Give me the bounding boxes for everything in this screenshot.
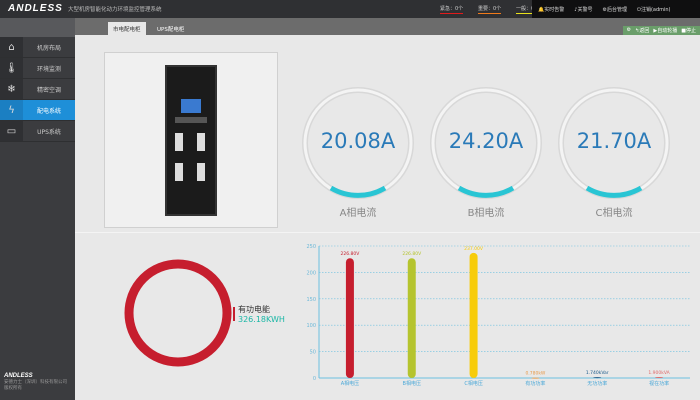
sidebar-item-ups[interactable]: ▭ UPS系统 bbox=[0, 121, 75, 142]
logout-link[interactable]: ⏻注销(admin) bbox=[636, 6, 671, 13]
tab-bar: 市电配电柜 UPS配电柜 ⚙ ↰返回 ▶自动轮播 ■停止 bbox=[75, 18, 700, 35]
energy-label: 有功电能 bbox=[238, 305, 270, 314]
stop-button[interactable]: ■停止 bbox=[681, 28, 696, 34]
data-label: 226.80V bbox=[341, 251, 361, 257]
sidebar: ⌂ 机房布局 🌡 环境监测 ❄ 精密空调 ϟ 配电系统 ▭ UPS系统 ANDLESS 安德… bbox=[0, 18, 75, 400]
gauge-c-label: C相电流 bbox=[595, 208, 633, 219]
x-tick-label: 视在功率 bbox=[649, 380, 669, 387]
sidebar-item-power[interactable]: ϟ 配电系统 bbox=[0, 100, 75, 121]
gauge-b-label: B相电流 bbox=[467, 208, 505, 219]
mute-alarm-link[interactable]: ♪关警号 bbox=[574, 6, 593, 13]
gauge-c bbox=[558, 87, 670, 199]
energy-marker bbox=[233, 307, 235, 321]
sidebar-item-aircon[interactable]: ❄ 精密空调 bbox=[0, 79, 75, 100]
back-button[interactable]: ↰返回 bbox=[635, 28, 650, 34]
bar bbox=[345, 258, 354, 378]
settings-icon[interactable]: ⚙ bbox=[626, 27, 632, 33]
bar bbox=[407, 258, 416, 378]
x-tick-label: B相电压 bbox=[403, 380, 421, 387]
bar bbox=[593, 377, 602, 379]
bar bbox=[531, 377, 540, 379]
y-tick-label: 50 bbox=[310, 350, 316, 356]
data-label: 226.80V bbox=[402, 251, 422, 257]
footer: ANDLESS 安德力士（深圳）科技有限公司 版权所有 bbox=[4, 373, 67, 391]
y-tick-label: 150 bbox=[306, 297, 316, 303]
admin-link[interactable]: ⚙后台管理 bbox=[602, 6, 627, 13]
lightning-icon: ϟ bbox=[0, 100, 23, 120]
y-tick-label: 250 bbox=[306, 244, 316, 250]
sidebar-item-environment[interactable]: 🌡 环境监测 bbox=[0, 58, 75, 79]
data-label: 237.00V bbox=[464, 246, 484, 252]
energy-value: 326.18KWH bbox=[238, 315, 285, 324]
gauge-c-value: 21.70A bbox=[576, 129, 652, 153]
realtime-alarm-link[interactable]: 🔔实时告警 bbox=[538, 6, 565, 13]
cabinet-image bbox=[104, 52, 278, 228]
gauge-a-label: A相电流 bbox=[339, 208, 377, 219]
alarm-critical[interactable]: 紧急：0个 bbox=[440, 6, 464, 14]
x-tick-label: C相电压 bbox=[464, 380, 483, 387]
gauge-b bbox=[430, 87, 542, 199]
y-tick-label: 200 bbox=[306, 270, 316, 276]
autoplay-button[interactable]: ▶自动轮播 bbox=[653, 28, 678, 34]
gauge-a-value: 20.08A bbox=[320, 129, 396, 153]
alarm-minor[interactable]: 一般：0个 bbox=[516, 6, 540, 14]
logo: ANDLESS bbox=[8, 3, 63, 14]
data-label: 1.900kVA bbox=[648, 370, 670, 376]
x-tick-label: 有功功率 bbox=[525, 380, 545, 387]
bar bbox=[469, 252, 478, 378]
bar bbox=[655, 376, 664, 378]
thermometer-icon: 🌡 bbox=[0, 58, 23, 78]
home-icon: ⌂ bbox=[0, 37, 23, 57]
divider bbox=[75, 232, 700, 233]
x-tick-label: 无功功率 bbox=[587, 380, 607, 387]
tab-ups-cabinet[interactable]: UPS配电柜 bbox=[157, 27, 185, 33]
header: ANDLESS 大型机房智能化动力环境监控管理系统 紧急：0个 重要：0个 一般… bbox=[0, 0, 700, 18]
data-label: 0.780kW bbox=[525, 371, 545, 377]
snowflake-icon: ❄ bbox=[0, 79, 23, 99]
power-bar-chart: 0 50 100 150 200 250 226.80V A相电压 226.80V B相电压 237… bbox=[306, 244, 690, 387]
data-label: 1.740kVar bbox=[586, 370, 609, 376]
y-tick-label: 100 bbox=[306, 323, 316, 329]
battery-icon: ▭ bbox=[0, 121, 23, 141]
x-tick-label: A相电压 bbox=[341, 380, 359, 387]
sidebar-item-room-layout[interactable]: ⌂ 机房布局 bbox=[0, 37, 75, 58]
alarm-major[interactable]: 重要：0个 bbox=[478, 6, 502, 14]
y-tick-label: 0 bbox=[313, 376, 316, 382]
energy-ring bbox=[124, 259, 232, 367]
app-title: 大型机房智能化动力环境监控管理系统 bbox=[68, 7, 162, 13]
toolbar: ⚙ ↰返回 ▶自动轮播 ■停止 bbox=[622, 26, 700, 35]
tab-mains-cabinet[interactable]: 市电配电柜 bbox=[108, 22, 146, 35]
gauge-b-value: 24.20A bbox=[448, 129, 524, 153]
gauge-a bbox=[302, 87, 414, 199]
